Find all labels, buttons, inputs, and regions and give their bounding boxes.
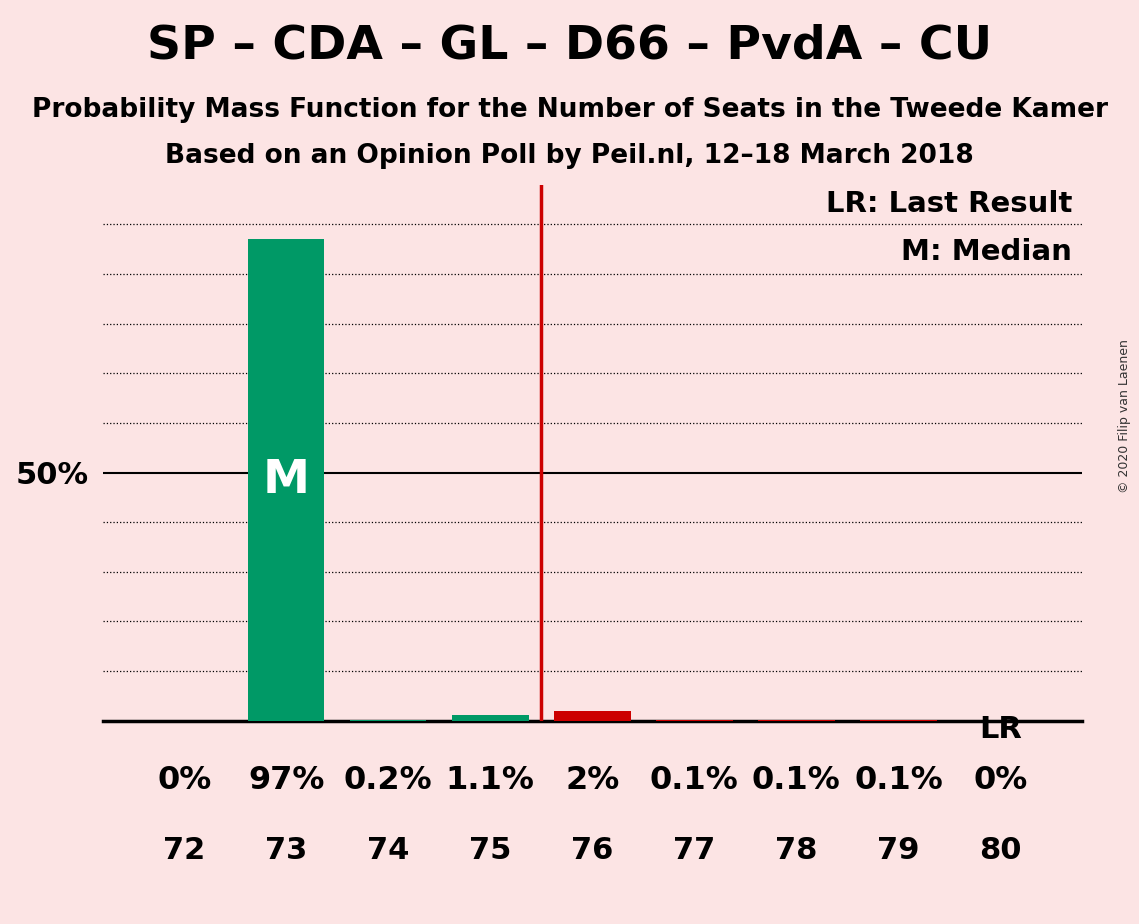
Bar	[350, 720, 426, 721]
Text: 0.1%: 0.1%	[752, 765, 841, 796]
Text: © 2020 Filip van Laenen: © 2020 Filip van Laenen	[1118, 339, 1131, 492]
Text: 77: 77	[673, 835, 715, 865]
Bar	[452, 715, 528, 721]
Text: 76: 76	[571, 835, 614, 865]
Text: 0.2%: 0.2%	[344, 765, 433, 796]
Text: 75: 75	[469, 835, 511, 865]
Text: 0%: 0%	[974, 765, 1027, 796]
Text: 0%: 0%	[157, 765, 211, 796]
Text: 79: 79	[877, 835, 919, 865]
Text: SP – CDA – GL – D66 – PvdA – CU: SP – CDA – GL – D66 – PvdA – CU	[147, 23, 992, 68]
Bar	[554, 711, 631, 721]
Text: 72: 72	[163, 835, 205, 865]
Text: 0.1%: 0.1%	[650, 765, 739, 796]
Text: M: M	[263, 457, 310, 503]
Text: M: Median: M: Median	[901, 238, 1072, 266]
Text: 97%: 97%	[248, 765, 325, 796]
Text: 74: 74	[367, 835, 409, 865]
Text: 78: 78	[776, 835, 818, 865]
Text: 73: 73	[265, 835, 308, 865]
Bar	[248, 239, 325, 721]
Text: 80: 80	[980, 835, 1022, 865]
Text: 1.1%: 1.1%	[445, 765, 534, 796]
Text: 0.1%: 0.1%	[854, 765, 943, 796]
Text: Based on an Opinion Poll by Peil.nl, 12–18 March 2018: Based on an Opinion Poll by Peil.nl, 12–…	[165, 143, 974, 169]
Text: LR: Last Result: LR: Last Result	[826, 190, 1072, 218]
Text: LR: LR	[980, 715, 1022, 745]
Text: 2%: 2%	[565, 765, 620, 796]
Text: Probability Mass Function for the Number of Seats in the Tweede Kamer: Probability Mass Function for the Number…	[32, 97, 1107, 123]
